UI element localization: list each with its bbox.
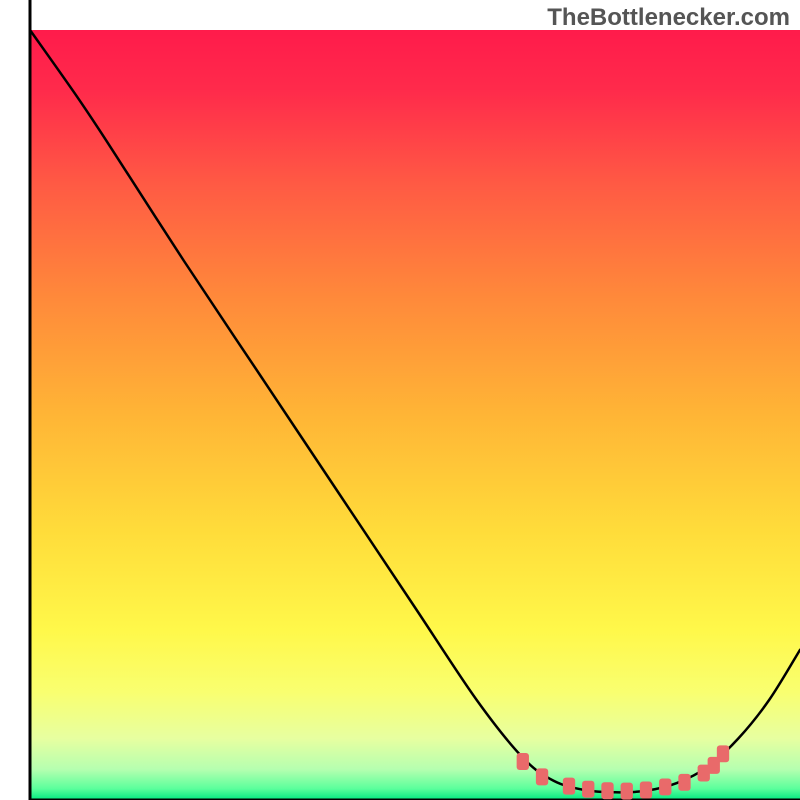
optimal-marker <box>678 774 690 791</box>
optimal-marker <box>621 783 633 800</box>
chart-canvas <box>0 0 800 800</box>
optimal-marker <box>582 781 594 798</box>
watermark-label: TheBottlenecker.com <box>547 4 790 32</box>
optimal-marker <box>717 745 729 762</box>
optimal-marker <box>659 778 671 795</box>
optimal-marker <box>601 782 613 799</box>
optimal-marker <box>517 753 529 770</box>
optimal-marker <box>563 778 575 795</box>
optimal-marker <box>640 782 652 799</box>
gradient-background <box>30 30 800 800</box>
optimal-marker <box>536 768 548 785</box>
bottleneck-chart: TheBottlenecker.com <box>0 0 800 800</box>
